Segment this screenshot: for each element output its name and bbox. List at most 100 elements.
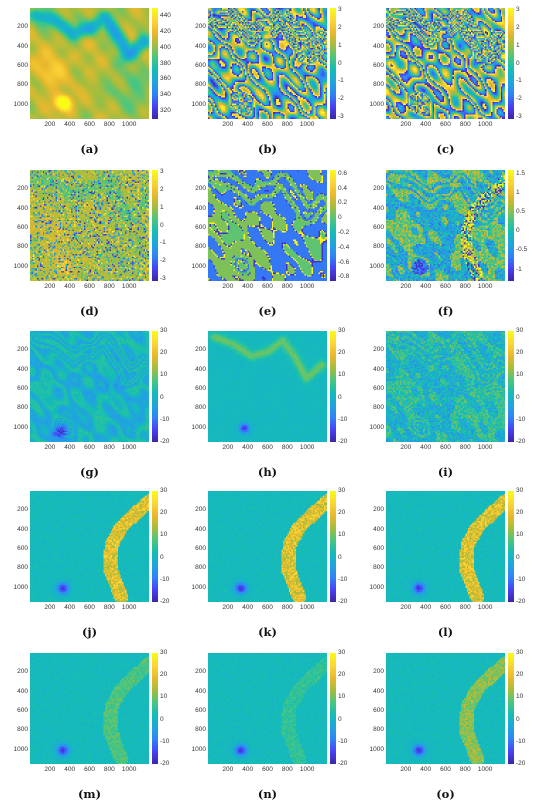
colorbar-tick-label: -20 xyxy=(516,760,526,767)
y-tick-label: 400 xyxy=(17,525,28,533)
colorbar-tick-label: 1 xyxy=(516,41,520,49)
colorbar-tick-label: -10 xyxy=(338,415,348,423)
heatmap-o xyxy=(386,653,505,764)
colorbar-a xyxy=(152,8,158,119)
y-tick-label: 400 xyxy=(195,525,206,533)
x-tick-label: 600 xyxy=(84,766,95,773)
panel-caption: (f) xyxy=(437,304,454,318)
colorbar-tick-label: 0 xyxy=(338,393,342,401)
panel-caption: (e) xyxy=(258,304,277,318)
y-tick-label: 400 xyxy=(17,687,28,695)
colorbar-tick-label: -20 xyxy=(516,438,526,445)
x-tick-label: 1000 xyxy=(121,766,137,773)
colorbar-tick-label: 2 xyxy=(516,24,520,32)
colorbar-tick-label: 20 xyxy=(160,509,168,517)
colorbar-tick-label: 10 xyxy=(338,531,346,539)
x-tick-label: 600 xyxy=(262,766,273,773)
colorbar-tick-label: 20 xyxy=(338,671,346,679)
y-tick-label: 600 xyxy=(17,384,28,392)
heatmap-c xyxy=(386,8,505,119)
y-tick-label: 200 xyxy=(373,185,384,193)
colorbar-tick-label: -10 xyxy=(160,575,170,583)
panel-caption: (l) xyxy=(437,625,454,639)
colorbar-tick-label: 20 xyxy=(160,671,168,679)
y-tick-label: 800 xyxy=(373,404,384,412)
panel-caption: (j) xyxy=(81,625,98,639)
colorbar-tick-label: -20 xyxy=(516,598,526,605)
x-tick-label: 400 xyxy=(420,121,432,128)
x-tick-label: 200 xyxy=(400,444,412,451)
x-tick-label: 200 xyxy=(44,444,56,451)
colorbar-tick-label: 20 xyxy=(338,349,346,357)
x-tick-label: 400 xyxy=(420,283,432,290)
colorbar-tick-label: 0.5 xyxy=(516,208,526,216)
colorbar-tick-label: -2 xyxy=(160,256,166,264)
y-tick-label: 600 xyxy=(17,706,28,714)
colorbar-tick-label: 320 xyxy=(160,107,171,115)
colorbar-tick-label: 380 xyxy=(160,59,171,67)
x-tick-label: 400 xyxy=(420,766,432,773)
y-tick-label: 400 xyxy=(17,365,28,373)
x-tick-label: 400 xyxy=(64,121,76,128)
y-tick-label: 1000 xyxy=(191,262,206,270)
y-tick-label: 1000 xyxy=(191,423,206,431)
colorbar-tick-label: -10 xyxy=(160,415,170,423)
colorbar-tick-label: 10 xyxy=(516,371,524,379)
colorbar-tick-label: 30 xyxy=(160,649,168,656)
x-tick-label: 400 xyxy=(64,444,76,451)
y-tick-label: 600 xyxy=(195,223,206,231)
x-tick-label: 800 xyxy=(103,604,115,611)
colorbar-tick-label: 0 xyxy=(516,227,520,235)
panel-caption: (a) xyxy=(80,142,99,156)
colorbar-tick-label: 30 xyxy=(160,487,168,494)
colorbar-tick-label: -1 xyxy=(516,265,522,273)
x-tick-label: 800 xyxy=(103,444,115,451)
x-tick-label: 800 xyxy=(103,766,115,773)
y-tick-label: 1000 xyxy=(13,583,28,591)
panel-caption: (b) xyxy=(258,142,277,156)
colorbar-tick-label: 2 xyxy=(338,24,342,32)
colorbar-tick-label: 0 xyxy=(516,553,520,561)
panel-caption: (k) xyxy=(258,625,277,639)
x-tick-label: 800 xyxy=(459,766,471,773)
y-tick-label: 200 xyxy=(17,23,28,31)
colorbar-tick-label: -0.2 xyxy=(338,228,350,236)
colorbar-tick-label: -10 xyxy=(338,575,348,583)
x-tick-label: 1000 xyxy=(121,283,137,290)
x-tick-label: 1000 xyxy=(299,444,315,451)
x-tick-label: 400 xyxy=(64,604,76,611)
y-tick-label: 800 xyxy=(195,564,206,572)
colorbar-tick-label: -20 xyxy=(160,438,170,445)
y-tick-label: 200 xyxy=(373,346,384,354)
colorbar-tick-label: 0 xyxy=(338,715,342,723)
x-tick-label: 200 xyxy=(400,121,412,128)
x-tick-label: 1000 xyxy=(299,766,315,773)
x-tick-label: 400 xyxy=(420,604,432,611)
y-tick-label: 1000 xyxy=(369,100,384,108)
colorbar-tick-label: -20 xyxy=(160,598,170,605)
y-tick-label: 800 xyxy=(373,243,384,251)
heatmap-k xyxy=(208,491,327,602)
y-tick-label: 1000 xyxy=(369,423,384,431)
x-tick-label: 400 xyxy=(242,121,254,128)
y-tick-label: 600 xyxy=(195,544,206,552)
heatmap-j xyxy=(30,491,149,602)
x-tick-label: 1000 xyxy=(299,121,315,128)
colorbar-j xyxy=(152,491,158,602)
colorbar-tick-label: 0.2 xyxy=(338,199,348,207)
colorbar-c xyxy=(508,8,514,119)
colorbar-tick-label: -3 xyxy=(338,112,344,120)
colorbar-i xyxy=(508,331,514,442)
colorbar-tick-label: 30 xyxy=(338,327,346,334)
x-tick-label: 600 xyxy=(440,444,451,451)
colorbar-tick-label: -1 xyxy=(516,77,522,85)
colorbar-tick-label: 30 xyxy=(160,327,168,334)
x-tick-label: 200 xyxy=(44,766,56,773)
colorbar-tick-label: -1 xyxy=(338,77,344,85)
y-tick-label: 800 xyxy=(17,404,28,412)
y-tick-label: 600 xyxy=(373,223,384,231)
colorbar-tick-label: 0 xyxy=(160,221,164,229)
y-tick-label: 800 xyxy=(195,81,206,89)
colorbar-d xyxy=(152,170,158,281)
colorbar-tick-label: 20 xyxy=(516,671,524,679)
